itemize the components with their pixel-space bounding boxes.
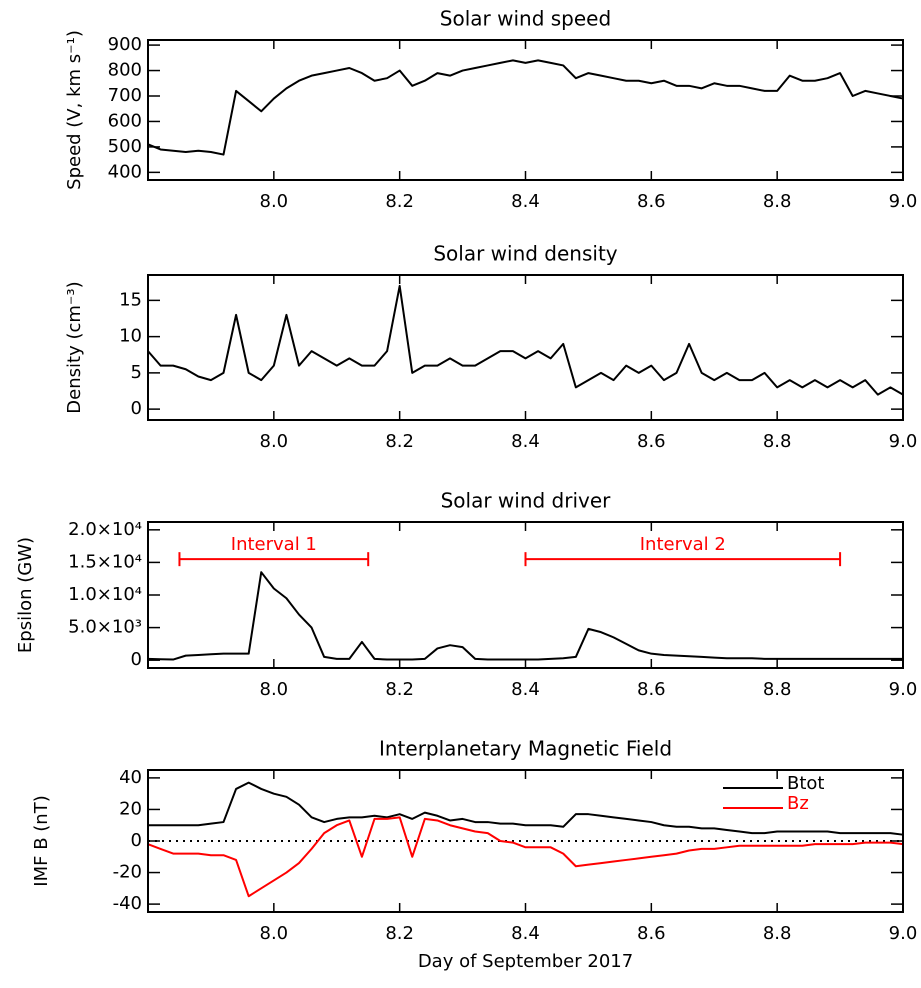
y-tick-label: 0 bbox=[131, 398, 142, 419]
data-line bbox=[147, 816, 904, 898]
x-tick-label: 8.8 bbox=[763, 431, 792, 452]
x-tick-label: 8.2 bbox=[385, 679, 414, 700]
y-tick-label: 500 bbox=[108, 136, 142, 157]
x-tick-label: 9.0 bbox=[889, 431, 918, 452]
x-tick-label: 8.4 bbox=[511, 679, 540, 700]
x-tick-label: 8.2 bbox=[385, 923, 414, 944]
x-tick-label: 8.6 bbox=[637, 431, 666, 452]
x-tick-label: 8.8 bbox=[763, 679, 792, 700]
x-tick-label: 8.2 bbox=[385, 431, 414, 452]
plot-frame bbox=[147, 769, 904, 913]
data-line bbox=[147, 59, 904, 156]
x-tick-label: 9.0 bbox=[889, 679, 918, 700]
chart-title: Solar wind density bbox=[433, 242, 617, 266]
y-tick-label: -40 bbox=[113, 893, 142, 914]
legend-label: Bz bbox=[787, 793, 809, 814]
y-tick-label: 0 bbox=[131, 649, 142, 670]
x-tick-label: 8.0 bbox=[260, 431, 289, 452]
y-tick-label: 5 bbox=[131, 362, 142, 383]
plot-frame bbox=[147, 274, 904, 421]
plot-frame bbox=[147, 521, 904, 669]
data-line bbox=[148, 781, 904, 836]
x-tick-label: 8.0 bbox=[260, 679, 289, 700]
y-tick-label: 900 bbox=[108, 34, 142, 55]
x-tick-label: 8.6 bbox=[637, 679, 666, 700]
y-tick-label: 1.5×10⁴ bbox=[68, 551, 142, 572]
y-tick-label: 15 bbox=[119, 289, 142, 310]
x-tick-label: 9.0 bbox=[889, 923, 918, 944]
x-tick-label: 8.2 bbox=[385, 191, 414, 212]
chart-title: Solar wind speed bbox=[440, 7, 611, 31]
x-tick-label: 8.4 bbox=[511, 923, 540, 944]
y-axis-label: Speed (V, km s⁻¹) bbox=[64, 30, 85, 190]
annotation: Interval 2 bbox=[640, 534, 726, 555]
y-tick-label: 2.0×10⁴ bbox=[68, 519, 142, 540]
x-tick-label: 8.0 bbox=[260, 191, 289, 212]
x-tick-label: 8.0 bbox=[260, 923, 289, 944]
y-tick-label: 1.0×10⁴ bbox=[68, 584, 142, 605]
y-axis-label: Density (cm⁻³) bbox=[64, 281, 85, 413]
y-tick-label: -20 bbox=[113, 862, 142, 883]
y-tick-label: 10 bbox=[119, 326, 142, 347]
chart-title: Interplanetary Magnetic Field bbox=[379, 737, 672, 761]
y-tick-label: 800 bbox=[108, 60, 142, 81]
y-tick-label: 700 bbox=[108, 85, 142, 106]
annotation: Interval 1 bbox=[231, 534, 317, 555]
x-axis-label: Day of September 2017 bbox=[418, 951, 633, 972]
x-tick-label: 8.8 bbox=[763, 923, 792, 944]
y-axis-label: Epsilon (GW) bbox=[15, 537, 36, 653]
legend-label: Btot bbox=[787, 773, 824, 794]
x-tick-label: 9.0 bbox=[889, 191, 918, 212]
y-tick-label: 400 bbox=[108, 161, 142, 182]
y-tick-label: 0 bbox=[131, 830, 142, 851]
y-axis-label: IMF B (nT) bbox=[31, 795, 52, 886]
y-tick-label: 5.0×10³ bbox=[68, 617, 142, 638]
chart-title: Solar wind driver bbox=[441, 489, 612, 513]
data-line bbox=[147, 284, 904, 396]
x-tick-label: 8.4 bbox=[511, 431, 540, 452]
y-tick-label: 20 bbox=[119, 798, 142, 819]
x-tick-label: 8.4 bbox=[511, 191, 540, 212]
x-tick-label: 8.8 bbox=[763, 191, 792, 212]
y-tick-label: 40 bbox=[119, 767, 142, 788]
plot-frame bbox=[147, 39, 904, 181]
data-line bbox=[147, 571, 903, 661]
x-tick-label: 8.6 bbox=[637, 923, 666, 944]
x-tick-label: 8.6 bbox=[637, 191, 666, 212]
y-tick-label: 600 bbox=[108, 110, 142, 131]
